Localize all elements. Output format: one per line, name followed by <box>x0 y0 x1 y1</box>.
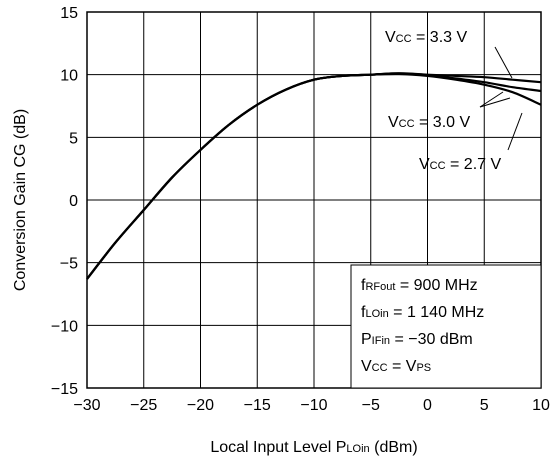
x-tick-label: −15 <box>244 397 271 414</box>
x-tick-label: 5 <box>480 397 489 414</box>
vcc-leader-1 <box>479 97 511 108</box>
y-tick-label: −15 <box>51 381 78 398</box>
conditions-frame <box>350 264 542 389</box>
y-tick-label: −5 <box>60 256 78 273</box>
y-tick-label: 15 <box>60 5 78 22</box>
condition-line-0: fRFout = 900 MHz <box>361 277 478 294</box>
vcc-label-1: VCC = 3.0 V <box>388 114 470 131</box>
vcc-leader-0 <box>494 46 513 79</box>
x-tick-label: 10 <box>532 397 550 414</box>
vcc-leader-2 <box>507 112 523 151</box>
x-tick-label: −25 <box>130 397 157 414</box>
x-tick-label: −20 <box>187 397 214 414</box>
conditions-box: fRFout = 900 MHz fLOin = 1 140 MHz PIFin =… <box>350 264 542 389</box>
vcc-leader-1 <box>479 91 504 108</box>
vcc-label-2: VCC = 2.7 V <box>419 156 501 173</box>
condition-line-3: VCC = VPS <box>361 358 431 375</box>
y-tick-label: 10 <box>60 68 78 85</box>
vcc-label-0: VCC = 3.3 V <box>385 29 467 46</box>
y-axis-label: Conversion Gain CG (dB) <box>12 109 29 291</box>
y-tick-label: 5 <box>69 130 78 147</box>
x-tick-label: −5 <box>362 397 380 414</box>
axis-labels: Local Input Level PLOin (dBm) Conversion … <box>12 109 418 456</box>
annotations: VCC = 3.3 V VCC = 3.0 V VCC = 2.7 V <box>385 29 523 173</box>
series-line-2 <box>86 72 542 280</box>
x-tick-label: −10 <box>300 397 327 414</box>
x-axis-label: Local Input Level PLOin (dBm) <box>210 439 417 456</box>
condition-line-2: PIFin = −30 dBm <box>361 331 473 348</box>
x-tick-label: −30 <box>73 397 100 414</box>
series-group <box>86 72 542 280</box>
tick-labels: −30 −25 −20 −15 −10 −5 0 5 10 −15 −10 −5 0 5 10 15 <box>51 5 550 414</box>
y-tick-label: −10 <box>51 318 78 335</box>
plot-frame <box>86 11 542 389</box>
condition-line-1: fLOin = 1 140 MHz <box>361 304 484 321</box>
y-tick-label: 0 <box>69 193 78 210</box>
x-tick-label: 0 <box>423 397 432 414</box>
